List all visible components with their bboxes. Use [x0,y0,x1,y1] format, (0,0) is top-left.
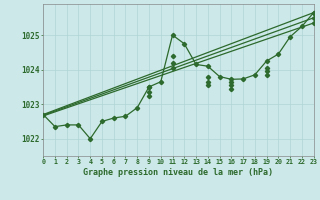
X-axis label: Graphe pression niveau de la mer (hPa): Graphe pression niveau de la mer (hPa) [84,168,273,177]
